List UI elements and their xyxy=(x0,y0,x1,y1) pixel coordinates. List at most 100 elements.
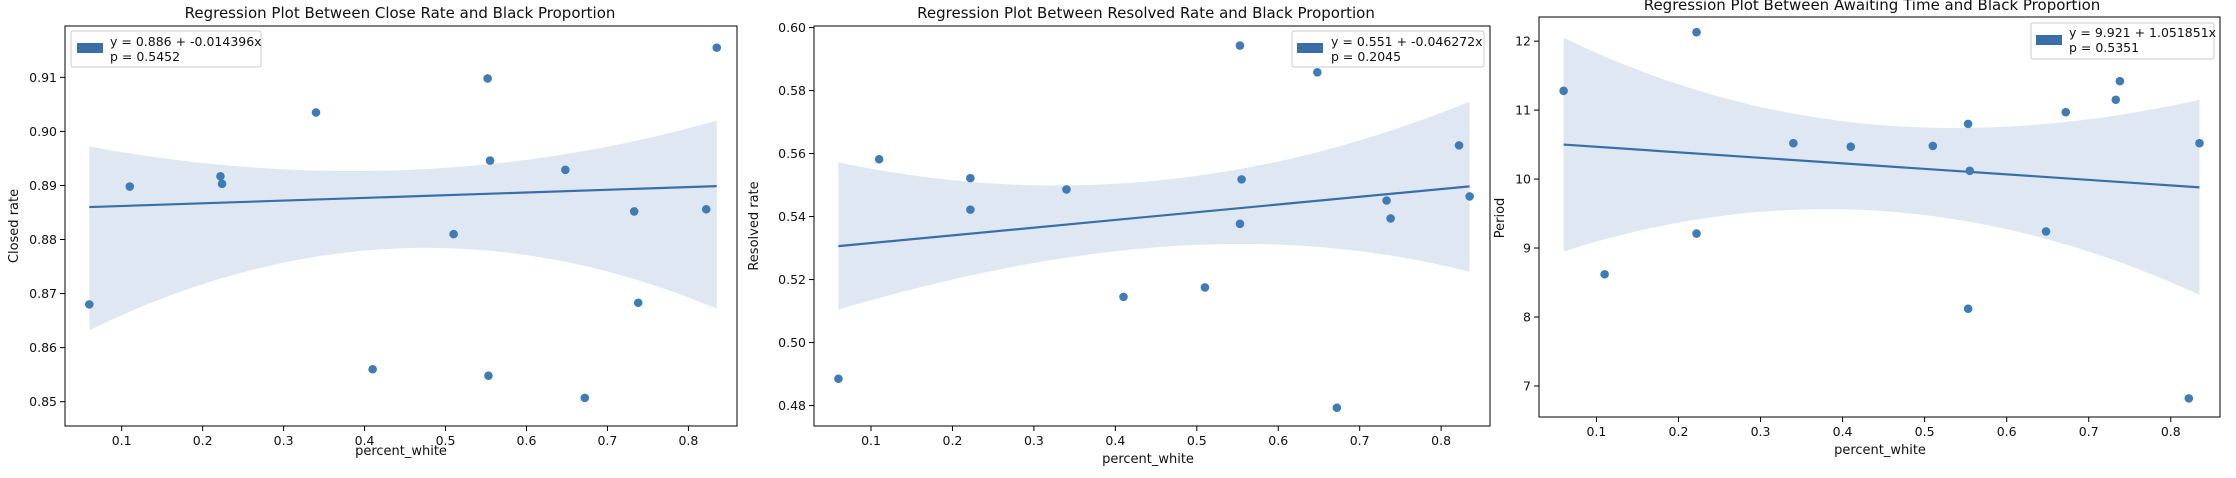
x-tick-label: 0.2 xyxy=(1669,424,1689,439)
y-tick-label: 0.91 xyxy=(29,70,57,85)
data-point xyxy=(701,204,711,214)
data-point xyxy=(125,182,135,191)
data-point xyxy=(712,43,722,52)
x-tick-label: 0.5 xyxy=(436,433,456,448)
data-point xyxy=(2195,138,2204,148)
data-point xyxy=(449,229,458,239)
scatter-points xyxy=(834,41,1474,413)
data-point xyxy=(1928,141,1938,151)
data-point xyxy=(485,156,495,165)
x-tick-label: 0.4 xyxy=(355,433,375,448)
x-tick-label: 0.7 xyxy=(2079,424,2099,439)
data-point xyxy=(1963,119,1973,129)
y-tick-label: 11 xyxy=(1515,103,1531,118)
legend-box xyxy=(2030,22,2215,60)
y-axis-label: Resolved rate xyxy=(747,181,762,270)
data-point xyxy=(834,374,843,384)
regression-line-path xyxy=(1563,143,2200,189)
data-point xyxy=(1963,304,1973,314)
data-point xyxy=(1386,214,1395,223)
legend-patch xyxy=(1297,43,1323,53)
confidence-band xyxy=(838,101,1470,310)
data-point xyxy=(2041,227,2051,236)
legend-box xyxy=(1291,30,1485,68)
data-point xyxy=(1332,403,1342,413)
x-tick-label: 0.6 xyxy=(1268,433,1288,448)
y-tick-label: 0.50 xyxy=(778,335,806,350)
x-tick-label: 0.8 xyxy=(2161,424,2181,439)
data-point xyxy=(874,154,884,164)
legend-pvalue: p = 0.5452 xyxy=(110,49,180,64)
legend-patch xyxy=(2036,35,2062,45)
y-axis-ticks: 0.48 0.50 0.52 0.54 0.56 0.58 0.60 xyxy=(778,20,814,413)
scatter-points xyxy=(84,43,722,403)
data-point xyxy=(1062,185,1071,194)
data-point xyxy=(1235,219,1245,229)
y-tick-label: 0.90 xyxy=(29,124,57,139)
x-tick-label: 0.5 xyxy=(1187,433,1207,448)
data-point xyxy=(1600,269,1609,279)
legend-equation: y = 9.921 + 1.051851x xyxy=(2069,25,2216,40)
y-tick-label: 0.86 xyxy=(29,340,57,355)
plot-area-frame xyxy=(64,25,738,427)
y-tick-label: 10 xyxy=(1515,172,1531,187)
x-tick-label: 0.2 xyxy=(943,433,963,448)
data-point xyxy=(1235,41,1245,50)
data-point xyxy=(561,165,570,175)
data-point xyxy=(1692,27,1701,37)
panel-awaiting-time: Regression Plot Between Awaiting Time an… xyxy=(1493,0,2221,458)
x-tick-label: 0.8 xyxy=(678,433,698,448)
x-tick-label: 0.1 xyxy=(112,433,132,448)
x-tick-label: 0.3 xyxy=(274,433,294,448)
data-point xyxy=(1200,283,1210,292)
x-tick-label: 0.6 xyxy=(1997,424,2017,439)
data-point xyxy=(2115,76,2125,86)
regression-line xyxy=(1563,143,2200,189)
legend-equation: y = 0.886 + -0.014396x xyxy=(110,34,262,49)
y-axis-ticks: 7 8 9 10 11 12 xyxy=(1515,34,1539,393)
data-point xyxy=(966,205,975,214)
x-tick-label: 0.4 xyxy=(1833,424,1853,439)
plot-area-frame xyxy=(1538,16,2221,418)
data-point xyxy=(966,173,975,183)
data-point xyxy=(84,300,94,309)
y-tick-label: 9 xyxy=(1523,241,1531,256)
confidence-band-area xyxy=(89,120,717,331)
data-point xyxy=(217,179,227,189)
chart-title: Regression Plot Between Resolved Rate an… xyxy=(917,4,1375,22)
legend: y = 0.886 + -0.014396x p = 0.5452 xyxy=(70,30,262,68)
x-tick-label: 0.8 xyxy=(1431,433,1451,448)
y-tick-label: 0.89 xyxy=(29,178,57,193)
x-tick-label: 0.2 xyxy=(193,433,213,448)
regression-line xyxy=(89,185,717,209)
data-point xyxy=(2111,95,2121,105)
data-point xyxy=(1313,67,1322,77)
y-tick-label: 0.48 xyxy=(778,398,806,413)
data-point xyxy=(1454,141,1464,150)
y-tick-label: 12 xyxy=(1515,34,1531,49)
data-point xyxy=(2184,394,2194,403)
x-tick-label: 0.1 xyxy=(861,433,881,448)
y-axis-label: Period xyxy=(1493,198,1508,239)
x-tick-label: 0.7 xyxy=(598,433,618,448)
y-tick-label: 0.52 xyxy=(778,272,806,287)
x-axis-label: percent_white xyxy=(1102,452,1194,467)
y-tick-label: 0.56 xyxy=(778,146,806,161)
chart-title: Regression Plot Between Close Rate and B… xyxy=(185,4,616,22)
x-axis-ticks: 0.1 0.2 0.3 0.4 0.5 0.6 0.7 0.8 xyxy=(112,426,698,448)
panel-resolved-rate: Regression Plot Between Resolved Rate an… xyxy=(747,4,1491,467)
x-axis-label: percent_white xyxy=(355,444,447,459)
y-tick-label: 0.54 xyxy=(778,209,806,224)
chart-title: Regression Plot Between Awaiting Time an… xyxy=(1644,0,2101,14)
plot-area-frame xyxy=(813,25,1491,427)
panel-close-rate: Regression Plot Between Close Rate and B… xyxy=(7,4,738,459)
legend: y = 9.921 + 1.051851x p = 0.5351 xyxy=(2030,22,2216,60)
y-tick-label: 0.85 xyxy=(29,394,57,409)
x-tick-label: 0.4 xyxy=(1105,433,1125,448)
regression-line-path xyxy=(838,185,1470,248)
data-point xyxy=(1965,166,1975,176)
x-axis-ticks: 0.1 0.2 0.3 0.4 0.5 0.6 0.7 0.8 xyxy=(1586,417,2181,439)
data-point xyxy=(633,298,643,308)
data-point xyxy=(1692,229,1701,238)
x-axis-ticks: 0.1 0.2 0.3 0.4 0.5 0.6 0.7 0.8 xyxy=(861,426,1451,448)
